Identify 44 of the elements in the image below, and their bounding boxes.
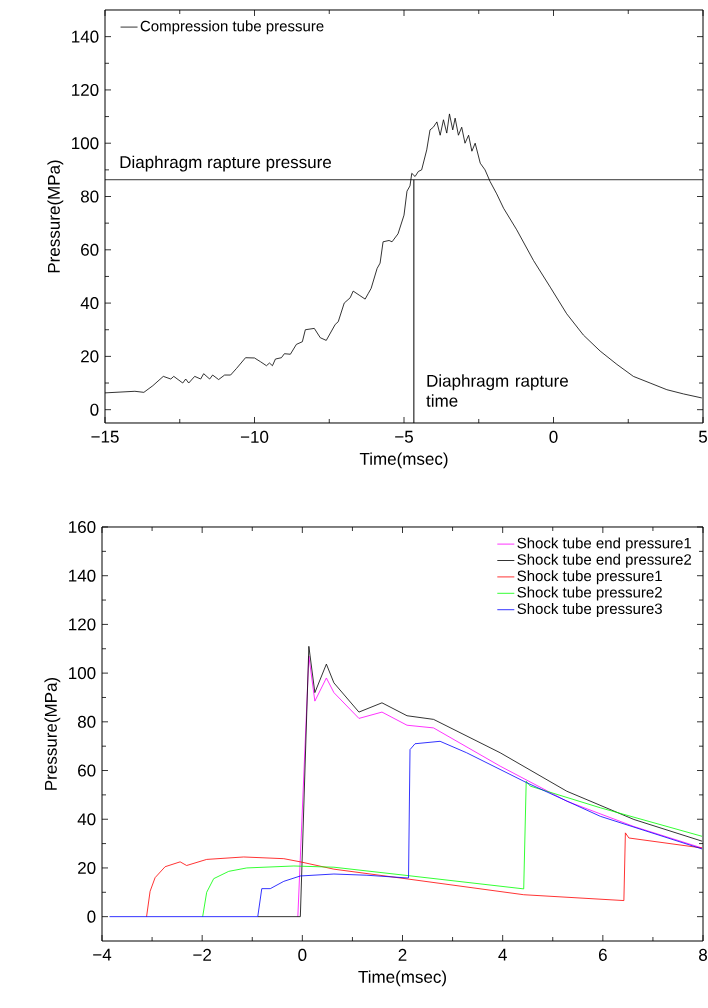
legend-label: Shock tube end pressure1 <box>517 537 692 552</box>
y-tick-label: 20 <box>78 861 96 874</box>
x-tick-label: −5 <box>395 430 413 443</box>
legend-label: Shock tube pressure3 <box>517 603 662 617</box>
x-tick-label: 6 <box>598 948 607 961</box>
line-series <box>146 832 703 918</box>
y-tick-label: 160 <box>69 520 96 534</box>
x-tick-label: 0 <box>549 430 558 443</box>
line-series <box>109 740 703 918</box>
legend-label: Compression tube pressure <box>140 20 324 35</box>
x-axis-title: Time(msec) <box>359 452 448 469</box>
y-tick-label: 0 <box>90 403 99 416</box>
x-tick-label: −10 <box>240 430 269 443</box>
y-tick-label: 60 <box>78 764 96 777</box>
y-tick-label: 0 <box>87 910 96 923</box>
y-tick-label: 80 <box>80 190 99 203</box>
x-tick-label: 0 <box>298 948 307 961</box>
y-tick-label: 40 <box>77 813 96 826</box>
y-tick-label: 120 <box>69 618 96 631</box>
y-tick-label: 20 <box>81 350 99 363</box>
x-tick-label: 8 <box>699 948 707 961</box>
y-tick-label: 140 <box>72 30 99 43</box>
y-tick-label: 100 <box>69 667 96 680</box>
x-tick-label: 4 <box>498 948 507 961</box>
y-tick-label: 140 <box>69 569 96 582</box>
legend-label: Shock tube pressure2 <box>517 586 662 601</box>
y-tick-label: 80 <box>77 715 96 728</box>
y-tick-label: 120 <box>72 83 99 96</box>
y-tick-label: 40 <box>80 297 99 310</box>
x-tick-label: −15 <box>91 430 119 443</box>
ref-line-label: Diaphragm rapture time <box>426 374 568 407</box>
legend-label: Shock tube end pressure2 <box>517 553 692 568</box>
y-tick-label: 60 <box>81 243 99 256</box>
x-tick-label: 2 <box>398 948 407 961</box>
x-tick-label: −2 <box>193 948 211 961</box>
y-axis-title: Pressure(MPa) <box>47 160 64 273</box>
x-tick-label: 5 <box>698 430 708 443</box>
legend-label: Shock tube pressure1 <box>517 570 662 585</box>
line-series <box>202 780 703 918</box>
y-axis-title: Pressure(MPa) <box>44 677 61 790</box>
x-axis-title: Time(msec) <box>358 970 446 987</box>
x-tick-label: −4 <box>93 948 112 961</box>
legend-label: Diaphragm rapture pressure <box>120 155 331 172</box>
y-tick-label: 100 <box>72 137 99 150</box>
